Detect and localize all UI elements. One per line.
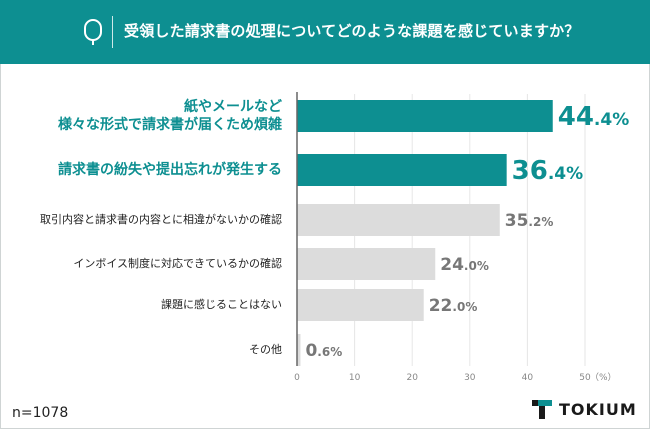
x-axis-unit: （%） bbox=[590, 372, 617, 383]
x-tick-label: 10 bbox=[349, 373, 361, 383]
header-divider bbox=[112, 16, 113, 48]
x-tick-label: 50 bbox=[579, 373, 591, 383]
value-label: 0.6% bbox=[305, 341, 342, 361]
sample-size-label: n=1078 bbox=[12, 405, 69, 421]
value-label-decimal: .0 bbox=[464, 259, 477, 273]
value-label-whole: 36 bbox=[512, 156, 548, 186]
x-tick-label: 0 bbox=[294, 373, 300, 383]
tokium-logo-mark-icon bbox=[532, 400, 552, 419]
value-label-whole: 0 bbox=[305, 341, 317, 361]
value-label-whole: 24 bbox=[440, 255, 464, 275]
value-label-decimal: .0 bbox=[452, 300, 465, 314]
value-label: 35.2% bbox=[505, 211, 554, 231]
value-label-whole: 35 bbox=[505, 211, 529, 231]
value-label-decimal: .4 bbox=[594, 110, 612, 130]
category-label: その他 bbox=[249, 343, 282, 356]
category-label: 様々な形式で請求書が届くため煩雑 bbox=[58, 116, 282, 133]
value-label-unit: % bbox=[612, 110, 629, 130]
question-header: 受領した請求書の処理についてどのような課題を感じていますか？ bbox=[0, 0, 650, 64]
value-label: 22.0% bbox=[429, 296, 478, 316]
value-label-unit: % bbox=[465, 300, 477, 314]
question-badge-icon bbox=[84, 19, 102, 45]
category-label: 課題に感じることはない bbox=[161, 297, 282, 311]
category-label: インボイス制度に対応できているかの確認 bbox=[73, 256, 282, 270]
x-tick-label: 30 bbox=[464, 373, 476, 383]
value-label: 44.4% bbox=[558, 102, 630, 132]
bar bbox=[297, 100, 553, 132]
category-label: 請求書の紛失や提出忘れが発生する bbox=[58, 161, 282, 178]
value-label: 36.4% bbox=[512, 156, 584, 186]
category-label: 取引内容と請求書の内容とに相違がないかの確認 bbox=[40, 212, 282, 226]
bar bbox=[297, 154, 507, 186]
bar bbox=[297, 334, 301, 366]
value-label-unit: % bbox=[477, 259, 489, 273]
tokium-logo-text: TOKIUM bbox=[559, 400, 637, 419]
x-tick-label: 40 bbox=[522, 373, 534, 383]
x-tick-label: 20 bbox=[406, 373, 418, 383]
value-label-whole: 44 bbox=[558, 102, 594, 132]
tokium-logo: TOKIUM bbox=[532, 398, 644, 422]
value-label: 24.0% bbox=[440, 255, 489, 275]
value-label-decimal: .6 bbox=[317, 345, 330, 359]
value-label-unit: % bbox=[330, 345, 342, 359]
value-label-decimal: .4 bbox=[548, 164, 566, 184]
value-label-decimal: .2 bbox=[528, 215, 541, 229]
bar bbox=[297, 248, 436, 280]
bar bbox=[297, 204, 500, 236]
question-text: 受領した請求書の処理についてどのような課題を感じていますか？ bbox=[124, 22, 580, 40]
value-label-whole: 22 bbox=[429, 296, 453, 316]
category-label: 紙やメールなど bbox=[184, 98, 282, 115]
value-label-unit: % bbox=[541, 215, 553, 229]
bar bbox=[297, 289, 424, 321]
value-label-unit: % bbox=[566, 164, 583, 184]
